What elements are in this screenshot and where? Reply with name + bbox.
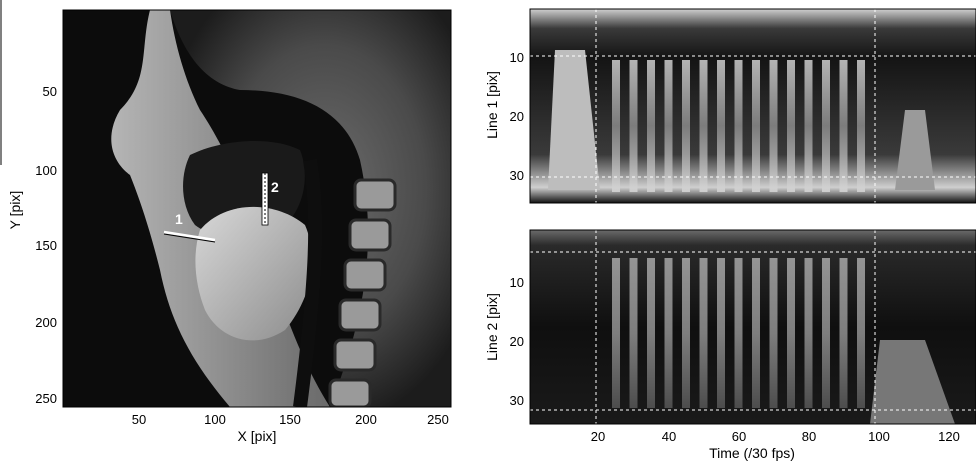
stripe <box>769 258 778 408</box>
stripe <box>752 258 760 408</box>
line1-right-region <box>895 110 935 190</box>
measurement-line-2 <box>261 172 269 226</box>
mri-y-ticks: 50 100 150 200 250 <box>35 84 57 406</box>
mri-image: 1 2 <box>111 10 451 407</box>
mri-panel: 1 2 50 100 150 200 250 50 100 150 200 25… <box>0 0 452 444</box>
line2-x-tick: 60 <box>732 429 746 444</box>
stripe <box>734 258 743 408</box>
stripe <box>647 258 655 408</box>
stripe <box>857 258 865 408</box>
line2-right-region <box>870 340 955 424</box>
line2-x-tick: 20 <box>591 429 605 444</box>
line1-panel: 10 20 30 Line 1 [pix] <box>484 8 976 204</box>
mri-x-ticks: 50 100 150 200 250 <box>132 412 449 427</box>
stripe <box>682 258 690 408</box>
mri-x-tick: 200 <box>355 412 377 427</box>
vertebrae <box>328 178 397 407</box>
mri-y-tick: 150 <box>35 238 57 253</box>
line2-panel: 10 20 30 20 40 60 80 100 120 Time (/30 f… <box>484 229 976 461</box>
mri-frame <box>62 9 452 408</box>
mri-x-tick: 150 <box>279 412 301 427</box>
stripe <box>839 258 848 408</box>
airway <box>293 158 323 407</box>
mri-y-tick: 250 <box>35 391 57 406</box>
stripe <box>699 60 708 192</box>
line1-y-tick: 10 <box>510 50 524 65</box>
stripe <box>787 258 795 408</box>
marker-2: 2 <box>271 179 279 195</box>
stripe <box>612 258 620 408</box>
stripe <box>804 258 813 408</box>
mri-x-tick: 100 <box>204 412 226 427</box>
line2-x-label: Time (/30 fps) <box>709 445 795 461</box>
line2-x-tick: 120 <box>938 429 960 444</box>
line2-stripes <box>612 258 865 408</box>
stripe <box>629 60 638 192</box>
stripe <box>699 258 708 408</box>
stripe <box>787 60 795 192</box>
line1-y-label: Line 1 [pix] <box>484 71 500 139</box>
stripe <box>647 60 655 192</box>
line2-frame <box>529 229 976 425</box>
line2-y-tick: 20 <box>510 334 524 349</box>
stripe <box>717 60 725 192</box>
line2-x-tick: 100 <box>868 429 890 444</box>
stripe <box>734 60 743 192</box>
marker-1: 1 <box>175 211 183 227</box>
line1-stripes <box>612 60 865 192</box>
stripe <box>664 60 673 192</box>
mri-y-tick: 200 <box>35 315 57 330</box>
stripe <box>822 60 830 192</box>
line1-y-tick: 30 <box>510 168 524 183</box>
stripe <box>612 60 620 192</box>
stripe <box>804 60 813 192</box>
stripe <box>769 60 778 192</box>
stripe <box>629 258 638 408</box>
line1-bright-region <box>548 50 600 190</box>
stripe <box>752 60 760 192</box>
line1-y-tick: 20 <box>510 109 524 124</box>
stripe <box>664 258 673 408</box>
line2-y-label: Line 2 [pix] <box>484 293 500 361</box>
mri-y-tick: 50 <box>43 84 57 99</box>
tongue <box>195 206 313 341</box>
stripe <box>822 258 830 408</box>
line2-y-tick: 30 <box>510 393 524 408</box>
measurement-line-1 <box>163 230 216 242</box>
mri-x-tick: 50 <box>132 412 146 427</box>
mri-y-tick: 100 <box>35 163 57 178</box>
stripe <box>857 60 865 192</box>
line2-y-tick: 10 <box>510 275 524 290</box>
stripe <box>839 60 848 192</box>
line2-x-tick: 80 <box>802 429 816 444</box>
line2-x-tick: 40 <box>662 429 676 444</box>
stripe <box>717 258 725 408</box>
mri-x-label: X [pix] <box>238 428 277 444</box>
stripe <box>682 60 690 192</box>
mri-x-tick: 250 <box>427 412 449 427</box>
line1-frame <box>529 8 976 204</box>
mri-y-label: Y [pix] <box>7 191 23 230</box>
